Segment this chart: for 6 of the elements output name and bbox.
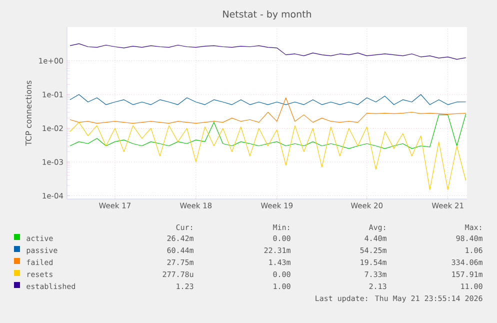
line-series [70,43,466,60]
line-series [70,97,466,124]
line-series [70,114,466,149]
line-series [70,122,466,190]
chart-title: Netstat - by month [223,10,311,20]
line-series [70,94,466,105]
